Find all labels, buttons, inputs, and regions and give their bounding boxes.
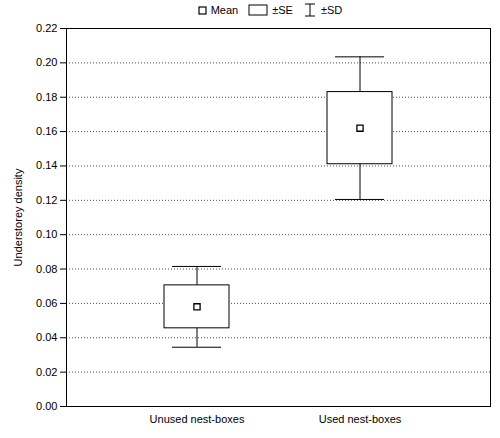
svg-text:0.06: 0.06 [36, 297, 57, 309]
html-text:±SE: ±SE [272, 4, 293, 16]
svg-text:0.14: 0.14 [36, 159, 57, 171]
svg-text:Unused nest-boxes: Unused nest-boxes [150, 413, 245, 425]
svg-text:0.10: 0.10 [36, 228, 57, 240]
svg-text:Used nest-boxes: Used nest-boxes [319, 413, 402, 425]
svg-text:0.18: 0.18 [36, 91, 57, 103]
svg-text:0.20: 0.20 [36, 56, 57, 68]
html-text:±SD: ±SD [321, 4, 343, 16]
svg-text:0.04: 0.04 [36, 331, 57, 343]
html-text:Mean: Mean [210, 4, 239, 16]
svg-text:0.00: 0.00 [36, 400, 57, 412]
svg-text:Understorey density: Understorey density [12, 168, 24, 266]
svg-text:0.12: 0.12 [36, 194, 57, 206]
svg-text:0.16: 0.16 [36, 125, 57, 137]
svg-text:0.02: 0.02 [36, 366, 57, 378]
svg-text:0.08: 0.08 [36, 263, 57, 275]
svg-text:0.22: 0.22 [36, 22, 57, 34]
